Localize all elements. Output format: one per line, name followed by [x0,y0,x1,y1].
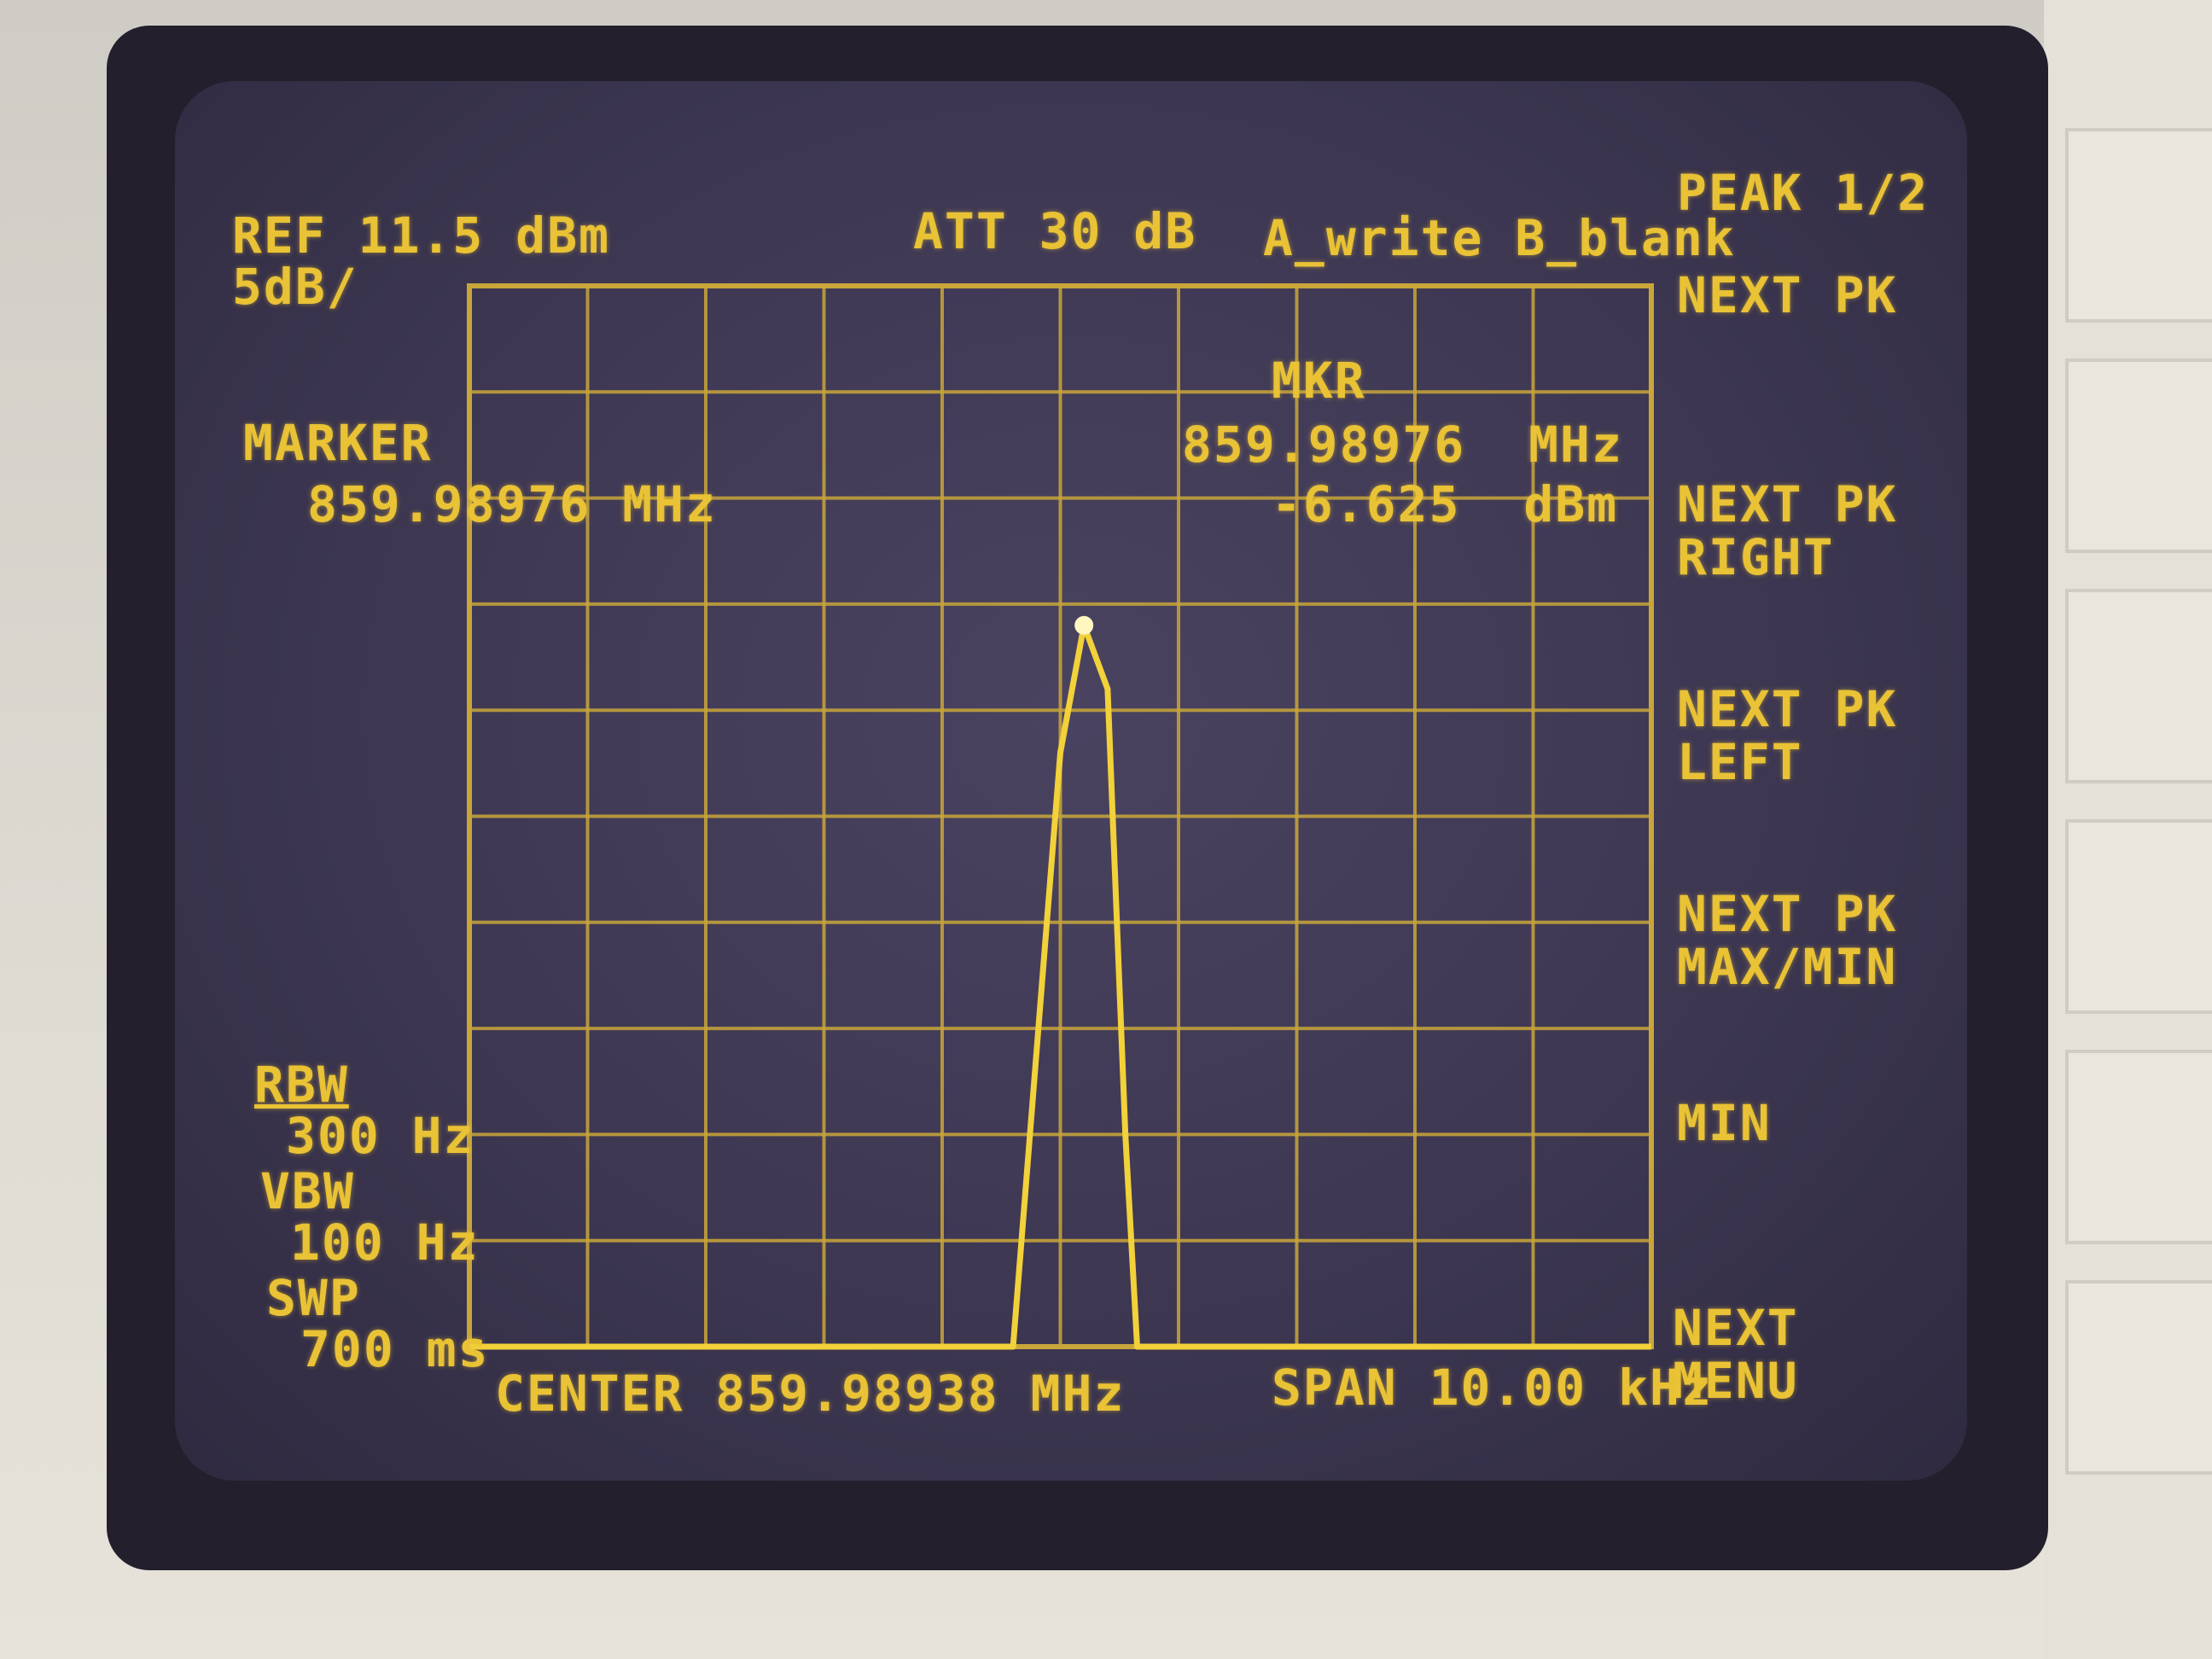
marker-panel-label: MARKER [243,414,433,472]
softkey-label: NEXT PK [1677,885,1898,943]
softkey-label: NEXT PK [1677,266,1898,324]
vbw-value: 100 Hz [290,1214,480,1272]
softkey-next-peak-left[interactable]: NEXT PK LEFT [1677,683,1897,789]
front-panel-slot [2065,128,2212,323]
softkey-label: NEXT PK [1677,475,1898,533]
softkey-label: RIGHT [1677,528,1835,586]
softkey-label: MENU [1673,1352,1799,1410]
front-panel-slot [2065,589,2212,783]
softkey-label: LEFT [1677,733,1803,791]
peak-marker [1074,615,1094,635]
softkey-min[interactable]: MIN [1677,1097,1772,1150]
mkr-frequency: 859.98976 MHz [1182,416,1623,474]
mkr-label: MKR [1272,352,1366,410]
attenuation-label: ATT 30 dB [913,202,1197,260]
front-panel-slot [2065,819,2212,1014]
front-panel-slot [2065,358,2212,553]
swp-value: 700 ms [300,1320,490,1378]
graticule [467,283,1654,1349]
softkey-next-peak-right[interactable]: NEXT PK RIGHT [1677,478,1897,584]
softkey-label: NEXT [1673,1299,1799,1357]
softkey-label: NEXT PK [1677,680,1898,738]
menu-title: PEAK 1/2 [1677,164,1930,222]
crt-screen [175,81,1967,1481]
marker-panel-frequency: 859.98976 MHz [307,475,717,533]
swp-label: SWP [266,1269,361,1327]
front-panel-slot [2065,1280,2212,1475]
vbw-label: VBW [260,1162,355,1220]
trace-mode-label: A_write B_blank [1263,209,1736,267]
span-label: SPAN 10.00 kHz [1272,1359,1713,1417]
center-frequency-label: CENTER 859.98938 MHz [495,1365,1126,1423]
softkey-label: MIN [1677,1094,1772,1152]
rbw-value: 300 Hz [286,1107,475,1165]
rbw-label: RBW [254,1056,349,1114]
softkey-label: MAX/MIN [1677,938,1898,996]
ref-level-label: REF 11.5 dBm [232,207,611,265]
softkey-next-menu[interactable]: NEXT MENU [1673,1301,1799,1407]
softkey-next-peak-max-min[interactable]: NEXT PK MAX/MIN [1677,888,1897,993]
softkey-next-peak[interactable]: NEXT PK [1677,269,1897,322]
spectrum-trace [469,622,1651,1350]
mkr-amplitude: -6.625 dBm [1272,475,1619,533]
scale-label: 5dB/ [232,258,358,316]
front-panel-slot [2065,1050,2212,1244]
